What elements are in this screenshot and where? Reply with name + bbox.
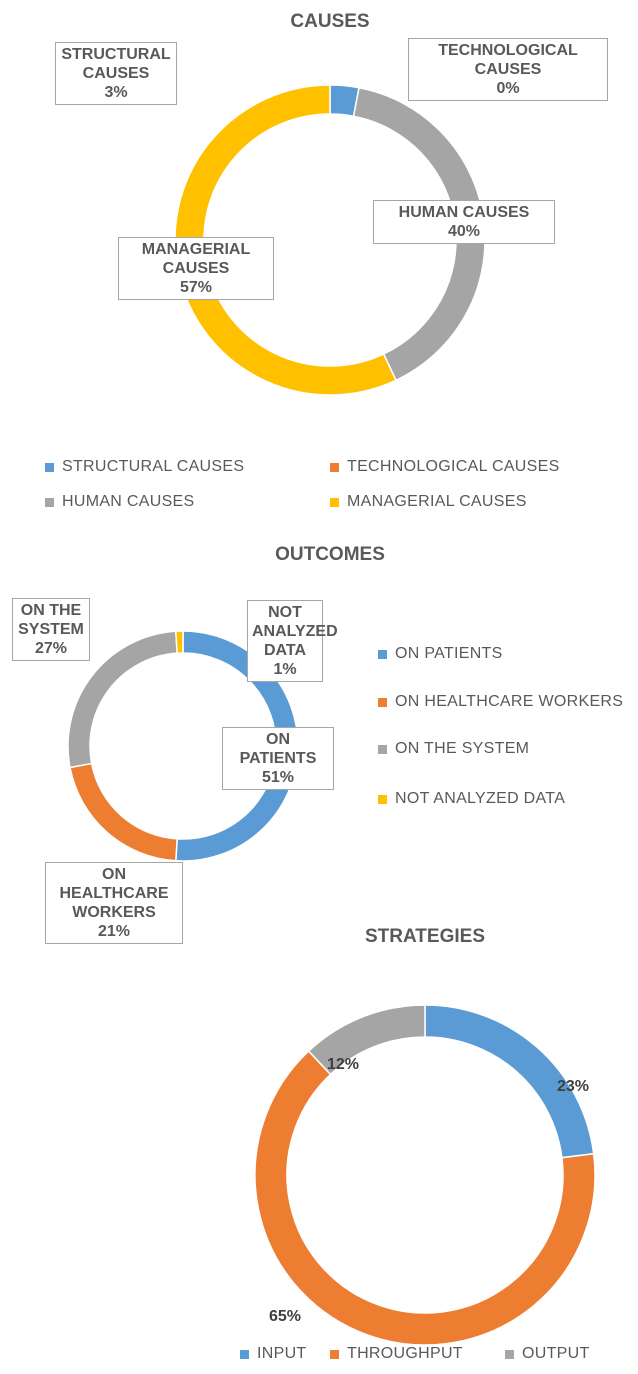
data-label-category: STRUCTURAL CAUSES [61, 46, 171, 82]
data-label-value: 40% [447, 223, 481, 240]
legend-item: NOT ANALYZED DATA [378, 790, 565, 808]
legend-item: ON PATIENTS [378, 645, 503, 663]
legend-label: ON HEALTHCARE WORKERS [395, 693, 624, 710]
donut-segment [174, 630, 184, 654]
legend-item: OUTPUT [505, 1345, 590, 1363]
legend-swatch [378, 794, 387, 804]
chart-title: CAUSES [290, 11, 369, 32]
legend-label: THROUGHPUT [347, 1345, 463, 1362]
donut-segment [254, 1050, 596, 1346]
data-label: 65% [260, 1308, 310, 1326]
data-label-value: 27% [34, 640, 68, 657]
legend-item: MANAGERIAL CAUSES [330, 493, 527, 511]
data-label-value: 0% [496, 80, 520, 97]
data-label: 12% [318, 1056, 368, 1074]
legend-label: ON THE SYSTEM [395, 740, 530, 757]
legend-item: STRUCTURAL CAUSES [45, 458, 244, 476]
legend-item: ON THE SYSTEM [378, 740, 529, 758]
legend-item: ON HEALTHCARE WORKERS [378, 693, 623, 711]
data-label: TECHNOLOGICAL CAUSES 0% [408, 38, 608, 101]
data-label-value: 12% [326, 1056, 360, 1073]
data-label-category: NOT ANALYZED DATA [252, 604, 338, 659]
donut-segment [307, 1004, 426, 1076]
legend-label: TECHNOLOGICAL CAUSES [347, 458, 560, 475]
data-label-category: MANAGERIAL CAUSES [141, 241, 251, 277]
legend-item: THROUGHPUT [330, 1345, 463, 1363]
data-label-value: 1% [273, 661, 297, 678]
legend-item: HUMAN CAUSES [45, 493, 195, 511]
legend-label: OUTPUT [522, 1345, 590, 1362]
data-label-value: 21% [97, 923, 131, 940]
donut-segment [174, 84, 397, 396]
legend-swatch [505, 1349, 514, 1359]
chart-title: OUTCOMES [275, 544, 385, 565]
data-label: ON PATIENTS 51% [222, 727, 334, 790]
data-label: ON HEALTHCARE WORKERS 21% [45, 862, 183, 944]
data-label-value: 65% [268, 1308, 302, 1325]
legend-swatch [378, 697, 387, 707]
legend-label: ON PATIENTS [395, 645, 503, 662]
data-label-value: 3% [104, 84, 128, 101]
chart-title: STRATEGIES [365, 926, 485, 947]
legend-swatch [45, 497, 54, 507]
data-label-category: ON PATIENTS [239, 731, 317, 767]
legend-swatch [330, 462, 339, 472]
legend-label: MANAGERIAL CAUSES [347, 493, 527, 510]
legend-label: NOT ANALYZED DATA [395, 790, 566, 807]
data-label: ON THE SYSTEM 27% [12, 598, 90, 661]
legend-label: HUMAN CAUSES [62, 493, 195, 510]
data-label: 23% [548, 1078, 598, 1096]
data-label-value: 51% [261, 769, 295, 786]
legend-label: STRUCTURAL CAUSES [62, 458, 245, 475]
data-label-category: ON HEALTHCARE WORKERS [59, 866, 169, 921]
data-label: NOT ANALYZED DATA 1% [247, 600, 338, 682]
legend-swatch [330, 1349, 339, 1359]
legend-swatch [330, 497, 339, 507]
legend-swatch [45, 462, 54, 472]
legend-swatch [378, 744, 387, 754]
legend-label: INPUT [257, 1345, 307, 1362]
data-label: HUMAN CAUSES 40% [373, 200, 555, 244]
legend-swatch [240, 1349, 249, 1359]
data-label: STRUCTURAL CAUSES 3% [55, 42, 177, 105]
legend-item: INPUT [240, 1345, 307, 1363]
data-label-value: 57% [179, 279, 213, 296]
data-label-category: TECHNOLOGICAL CAUSES [438, 42, 578, 78]
data-label-category: ON THE SYSTEM [18, 602, 84, 638]
data-label-category: HUMAN CAUSES [398, 204, 530, 221]
donut-segment [69, 762, 178, 862]
legend-swatch [378, 649, 387, 659]
data-label-value: 23% [556, 1078, 590, 1095]
legend-item: TECHNOLOGICAL CAUSES [330, 458, 560, 476]
data-label: MANAGERIAL CAUSES 57% [118, 237, 274, 300]
